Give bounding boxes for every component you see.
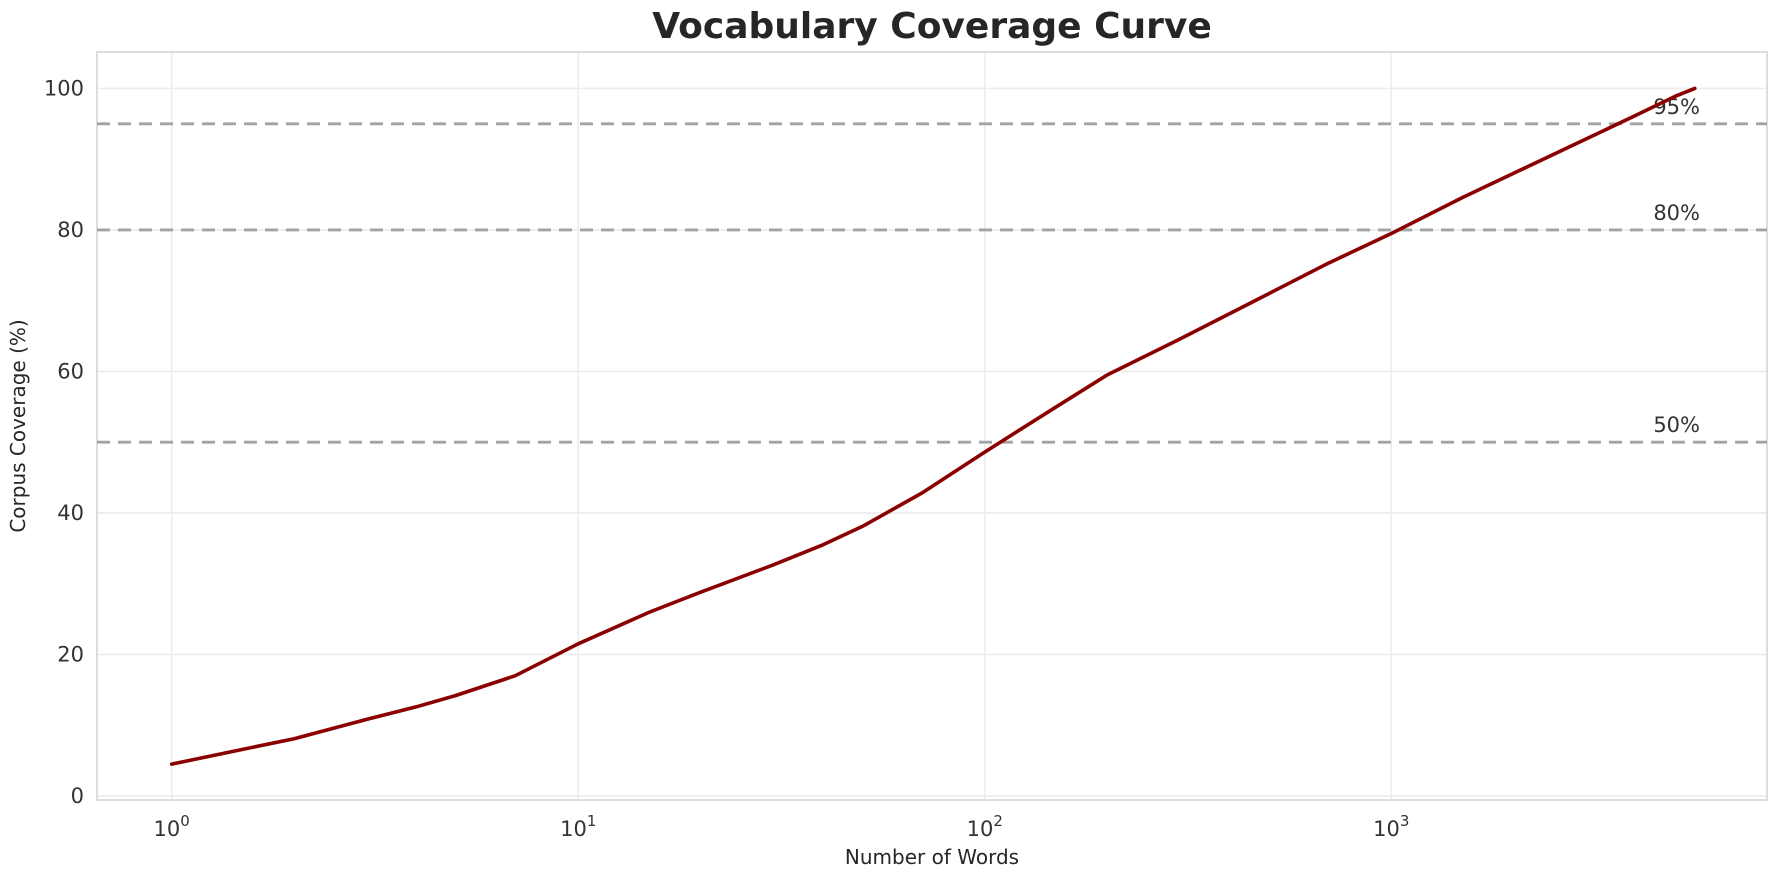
- threshold-label: 80%: [1653, 201, 1700, 225]
- plot-border-rect: [96, 51, 1768, 801]
- plot-border: [96, 51, 1768, 801]
- y-axis-label: Corpus Coverage (%): [6, 319, 30, 532]
- y-tick-label: 100: [44, 76, 84, 100]
- threshold-label: 50%: [1653, 413, 1700, 437]
- x-axis-label: Number of Words: [845, 845, 1019, 869]
- y-tick-label: 0: [71, 784, 84, 808]
- chart-title: Vocabulary Coverage Curve: [652, 6, 1212, 47]
- plot-area: [97, 52, 1767, 800]
- y-tick-label: 60: [57, 359, 84, 383]
- x-tick-label: 103: [1373, 812, 1409, 841]
- y-tick-label: 40: [57, 501, 84, 525]
- threshold-label: 95%: [1653, 95, 1700, 119]
- y-tick-label: 80: [57, 218, 84, 242]
- x-tick-label: 101: [560, 812, 596, 841]
- coverage-curve: [169, 86, 1697, 766]
- tick-layer: 0 20 40 60 80 100 100 101 102 103: [44, 76, 1409, 841]
- x-tick-label: 102: [967, 812, 1003, 841]
- threshold-layer: 50% 80% 95%: [97, 95, 1767, 444]
- y-tick-label: 20: [57, 642, 84, 666]
- series-layer: [169, 86, 1697, 766]
- x-tick-label: 100: [154, 812, 190, 841]
